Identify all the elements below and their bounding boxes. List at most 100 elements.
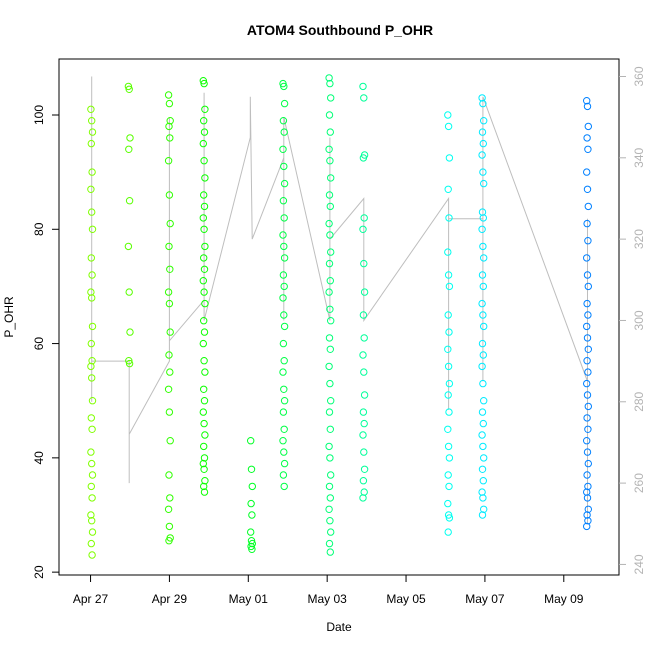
y-tick-label: 60 [32, 337, 46, 351]
data-point [326, 202, 334, 211]
data-point [279, 339, 288, 348]
data-point [325, 539, 334, 548]
data-point [584, 345, 592, 353]
data-point [88, 117, 96, 125]
data-point [584, 482, 592, 491]
series-group [583, 97, 592, 531]
data-point [125, 359, 134, 368]
y-axis: 20 40 60 80 100 [32, 105, 59, 579]
data-point [126, 134, 134, 142]
data-point [200, 488, 209, 496]
data-point [360, 448, 368, 456]
data-point [279, 117, 288, 125]
data-point [479, 351, 487, 359]
data-point [88, 357, 96, 365]
data-point [479, 419, 487, 428]
data-point [280, 179, 289, 188]
data-point [280, 322, 289, 331]
data-point [326, 79, 334, 88]
x-tick-label: May 09 [544, 592, 584, 606]
data-point [280, 459, 289, 468]
data-point [583, 414, 591, 422]
data-point [583, 494, 592, 502]
data-point [88, 374, 96, 382]
data-point [165, 299, 174, 308]
data-point [327, 528, 335, 536]
y-tick-label: 40 [32, 451, 46, 465]
series-group [124, 82, 134, 368]
data-point [583, 437, 591, 445]
data-point [360, 334, 368, 342]
data-point [325, 259, 334, 268]
data-point [360, 488, 368, 496]
data-point [248, 482, 257, 491]
x-tick-label: Apr 29 [152, 592, 188, 606]
data-point [444, 425, 452, 433]
data-point [327, 248, 335, 256]
data-point [359, 494, 367, 502]
data-point [444, 391, 452, 399]
x-tick-label: May 05 [386, 592, 426, 606]
data-point [165, 242, 173, 251]
y2-tick-label: 280 [632, 391, 646, 411]
data-point [444, 471, 452, 479]
data-point [166, 328, 174, 336]
data-point [583, 322, 591, 331]
data-point [479, 168, 487, 176]
data-point [165, 471, 173, 479]
data-point [360, 368, 368, 376]
data-point [325, 362, 333, 371]
data-point [445, 408, 453, 416]
data-point [200, 225, 208, 234]
data-point [124, 82, 133, 91]
data-point [359, 225, 367, 234]
data-point [125, 197, 134, 205]
y-tick-label: 80 [32, 222, 46, 236]
data-point [200, 317, 208, 325]
data-point [200, 117, 208, 125]
data-point [200, 482, 208, 491]
data-point [87, 288, 95, 296]
data-point [200, 202, 209, 211]
data-point [478, 511, 487, 519]
data-point [164, 288, 173, 296]
y2-tick-label: 260 [632, 473, 646, 493]
data-point [583, 334, 592, 342]
data-point [325, 111, 334, 119]
data-point [584, 311, 592, 319]
data-point [166, 437, 174, 445]
data-point [583, 299, 591, 308]
data-point [326, 425, 334, 433]
data-point [166, 219, 174, 228]
data-point [88, 294, 96, 302]
data-point [583, 379, 591, 388]
data-point [444, 511, 453, 519]
data-point [88, 459, 96, 468]
data-point [479, 442, 487, 451]
data-point [445, 214, 453, 222]
data-point [445, 514, 454, 522]
data-point [583, 522, 591, 531]
data-point [478, 465, 487, 473]
data-point [583, 357, 591, 365]
series-group [87, 105, 97, 559]
data-point [165, 191, 174, 199]
data-point [583, 511, 591, 519]
data-point [199, 77, 208, 85]
data-point [359, 154, 368, 162]
data-point [247, 499, 255, 508]
data-point [360, 419, 368, 428]
data-point [126, 328, 134, 336]
data-point [88, 397, 97, 405]
data-point [165, 408, 174, 416]
data-point [584, 145, 592, 154]
data-point [480, 454, 488, 462]
data-point [279, 368, 287, 376]
data-point [200, 454, 209, 462]
y-axis-label: P_OHR [2, 296, 16, 338]
data-point [280, 242, 288, 251]
data-point [125, 85, 133, 94]
data-point [166, 265, 174, 273]
data-point [200, 265, 209, 273]
data-point [478, 339, 487, 348]
